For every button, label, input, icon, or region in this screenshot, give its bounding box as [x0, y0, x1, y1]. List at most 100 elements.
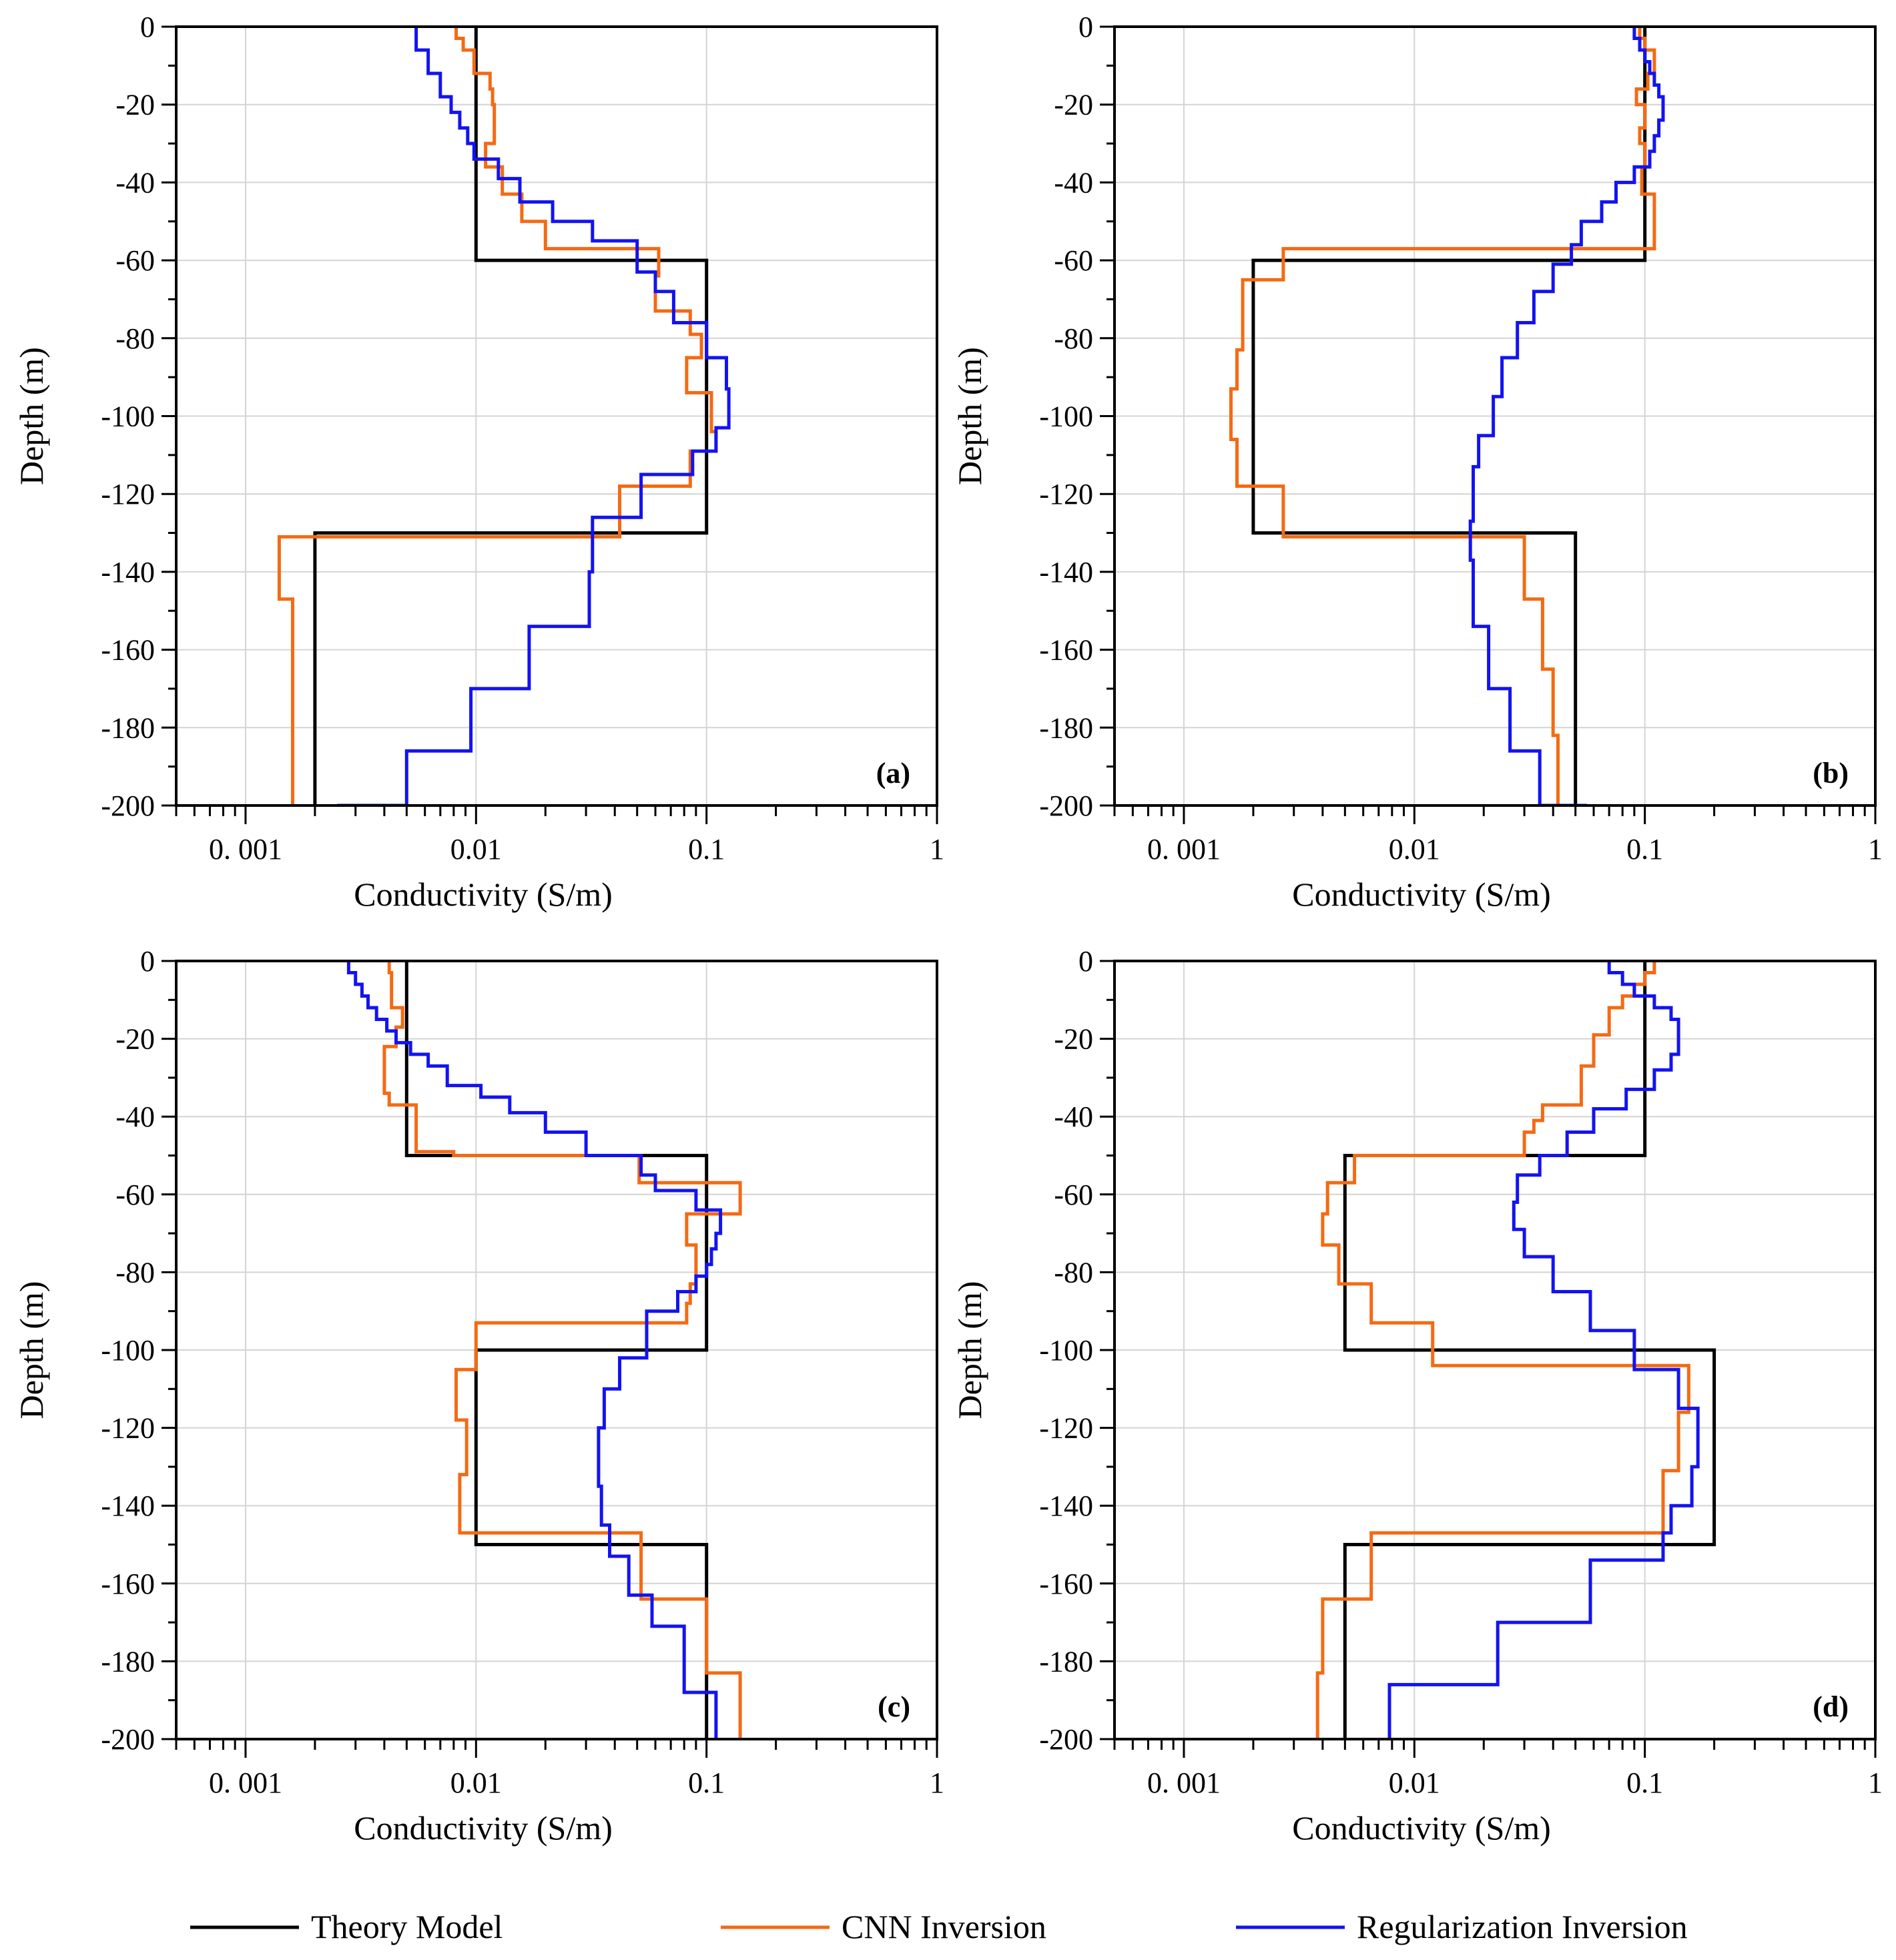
panel-d-x-tick-label-0: 0. 001 — [1147, 1766, 1221, 1799]
panel-d-y-tick-label-0: 0 — [1078, 945, 1093, 978]
panel-a-y-tick-label-0: 0 — [140, 11, 155, 43]
panel-d-y-tick-label-8: -160 — [1039, 1568, 1093, 1600]
legend: Theory Model CNN Inversion Regularizatio… — [190, 1908, 1688, 1945]
panel-b-y-axis: 0 -20 -40 -60 -80 -100 -120 -140 -160 -180 -200 — [1039, 11, 1115, 822]
panel-b-label: (b) — [1813, 757, 1849, 789]
panel-c-line-regularization-inversion — [346, 961, 723, 1739]
panel-c-y-tick-label-4: -80 — [115, 1256, 155, 1289]
panel-a-y-tick-label-5: -100 — [101, 400, 155, 433]
panel-c-series — [346, 961, 742, 1739]
panel-d-y-tick-label-4: -80 — [1054, 1256, 1093, 1289]
chart-panel-c: 0 -20 -40 -60 -80 -100 -120 -140 -160 -180 -200 0. … — [13, 945, 944, 1847]
panel-d-y-tick-label-10: -200 — [1039, 1723, 1093, 1756]
panel-a-grid — [176, 27, 937, 805]
panel-c-y-tick-label-1: -20 — [115, 1023, 155, 1056]
panel-b-y-axis-title: Depth (m) — [951, 347, 988, 485]
panel-d-line-cnn-inversion — [1315, 961, 1690, 1739]
panel-b-y-tick-label-1: -20 — [1054, 89, 1093, 121]
panel-c-y-axis-title: Depth (m) — [13, 1281, 50, 1419]
panel-c-y-axis: 0 -20 -40 -60 -80 -100 -120 -140 -160 -180 -200 — [101, 945, 176, 1756]
legend-label-cnn-inversion: CNN Inversion — [842, 1908, 1046, 1945]
panel-d-y-tick-label-2: -40 — [1054, 1100, 1093, 1133]
panel-d-x-tick-label-1: 0.01 — [1389, 1766, 1440, 1799]
panel-a-line-theory-model — [313, 27, 709, 805]
panel-a-x-tick-label-3: 1 — [930, 833, 944, 866]
panel-d-y-tick-label-1: -20 — [1054, 1023, 1093, 1056]
panel-c-x-tick-label-2: 0.1 — [688, 1766, 725, 1799]
panel-b-y-tick-label-7: -140 — [1039, 556, 1093, 589]
panel-c-y-tick-label-7: -140 — [101, 1490, 155, 1522]
panel-a-x-tick-label-0: 0. 001 — [209, 833, 282, 866]
panel-d-x-axis-title: Conductivity (S/m) — [1292, 1809, 1551, 1847]
panel-d-x-tick-label-3: 1 — [1868, 1766, 1883, 1799]
panel-a-label: (a) — [876, 757, 910, 789]
panel-c-x-axis: 0. 001 0.01 0.1 1 — [175, 1739, 944, 1799]
panel-b-y-tick-label-8: -160 — [1039, 634, 1093, 667]
panel-d-label: (d) — [1813, 1690, 1849, 1723]
panel-b-x-tick-label-1: 0.01 — [1389, 833, 1440, 866]
panel-d-line-regularization-inversion — [1387, 961, 1700, 1739]
panel-c-y-tick-label-5: -100 — [101, 1334, 155, 1367]
panel-a-y-tick-label-6: -120 — [101, 478, 155, 511]
panel-a-line-cnn-inversion — [277, 27, 718, 805]
legend-label-regularization-inversion: Regularization Inversion — [1357, 1908, 1688, 1945]
panel-c-x-tick-label-1: 0.01 — [450, 1766, 502, 1799]
panel-a-y-tick-label-9: -180 — [101, 711, 155, 744]
panel-a-x-axis-title: Conductivity (S/m) — [354, 876, 613, 913]
panel-c-y-tick-label-6: -120 — [101, 1412, 155, 1445]
panel-d-y-axis-title: Depth (m) — [951, 1281, 988, 1419]
panel-b-series — [1229, 27, 1665, 805]
panel-b-y-tick-label-4: -80 — [1054, 322, 1093, 355]
panel-a-series — [277, 27, 731, 805]
panel-b-x-axis: 0. 001 0.01 0.1 1 — [1113, 805, 1883, 866]
chart-panel-d: 0 -20 -40 -60 -80 -100 -120 -140 -160 -180 -200 0. … — [951, 945, 1883, 1847]
panel-c-x-tick-label-0: 0. 001 — [209, 1766, 282, 1799]
panel-c-y-tick-label-2: -40 — [115, 1100, 155, 1133]
panel-a-line-regularization-inversion — [337, 27, 731, 805]
panel-d-line-theory-model — [1343, 961, 1716, 1739]
chart-panel-a: 0 -20 -40 -60 -80 -100 -120 -140 -160 -180 -200 0. … — [13, 11, 944, 913]
chart-panels: 0-20-40-60-80-100-120-140-160-180-2000. … — [13, 11, 1883, 1847]
panel-a-y-axis-title: Depth (m) — [13, 347, 50, 485]
panel-a-x-axis: 0. 001 0.01 0.1 1 — [175, 805, 944, 866]
panel-d-series — [1315, 961, 1716, 1739]
panel-a-x-tick-label-1: 0.01 — [450, 833, 502, 866]
panel-a-y-tick-label-8: -160 — [101, 634, 155, 667]
panel-b-x-tick-label-2: 0.1 — [1626, 833, 1663, 866]
panel-b-y-tick-label-0: 0 — [1078, 11, 1093, 43]
panel-c-y-tick-label-0: 0 — [140, 945, 155, 978]
panel-b-line-cnn-inversion — [1229, 27, 1656, 805]
panel-c-label: (c) — [878, 1690, 910, 1723]
panel-c-x-tick-label-3: 1 — [930, 1766, 944, 1799]
panel-a-y-tick-label-2: -40 — [115, 166, 155, 199]
panel-a-y-tick-label-10: -200 — [101, 789, 155, 822]
panel-c-y-tick-label-8: -160 — [101, 1568, 155, 1600]
panel-d-y-tick-label-7: -140 — [1039, 1490, 1093, 1522]
legend-label-theory-model: Theory Model — [311, 1908, 503, 1945]
panel-b-y-tick-label-3: -60 — [1054, 244, 1093, 277]
panel-c-y-tick-label-9: -180 — [101, 1645, 155, 1678]
panel-b-y-tick-label-9: -180 — [1039, 711, 1093, 744]
panel-b-x-tick-label-3: 1 — [1868, 833, 1883, 866]
panel-c-line-cnn-inversion — [382, 961, 742, 1739]
panel-c-y-tick-label-10: -200 — [101, 1723, 155, 1756]
panel-c-y-tick-label-3: -60 — [115, 1179, 155, 1211]
panel-b-y-tick-label-10: -200 — [1039, 789, 1093, 822]
panel-b-y-tick-label-2: -40 — [1054, 166, 1093, 199]
panel-b-line-regularization-inversion — [1468, 27, 1665, 805]
panel-d-x-axis: 0. 001 0.01 0.1 1 — [1113, 1739, 1883, 1799]
panel-b-x-tick-label-0: 0. 001 — [1147, 833, 1221, 866]
panel-a-y-tick-label-1: -20 — [115, 89, 155, 121]
panel-d-y-tick-label-3: -60 — [1054, 1179, 1093, 1211]
panel-d-y-tick-label-6: -120 — [1039, 1412, 1093, 1445]
panel-b-line-theory-model — [1251, 27, 1647, 805]
panel-a-x-tick-label-2: 0.1 — [688, 833, 725, 866]
chart-panel-b: 0 -20 -40 -60 -80 -100 -120 -140 -160 -180 -200 0. … — [951, 11, 1883, 913]
panel-a-y-tick-label-7: -140 — [101, 556, 155, 589]
panel-a-y-axis: 0 -20 -40 -60 -80 -100 -120 -140 -160 -180 -200 — [101, 11, 176, 822]
panel-b-x-axis-title: Conductivity (S/m) — [1292, 876, 1551, 913]
panel-a-y-tick-label-4: -80 — [115, 322, 155, 355]
panel-d-y-tick-label-9: -180 — [1039, 1645, 1093, 1678]
panel-d-y-tick-label-5: -100 — [1039, 1334, 1093, 1367]
